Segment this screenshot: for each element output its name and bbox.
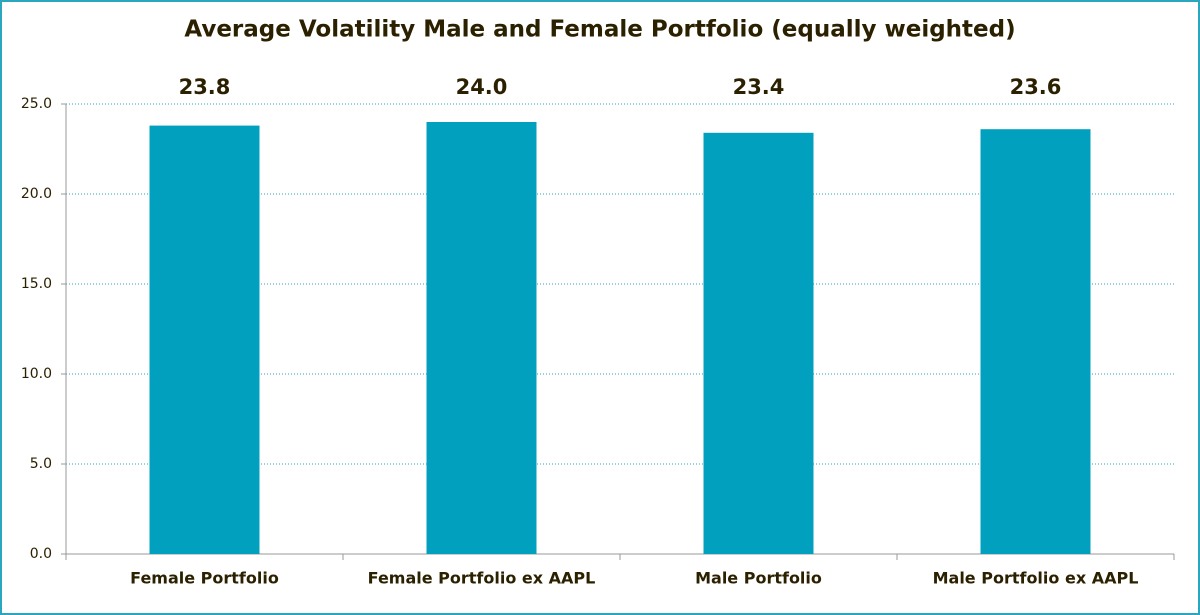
- y-tick-label: 20.0: [21, 186, 52, 202]
- data-label: 23.4: [733, 75, 785, 99]
- y-tick-label: 0.0: [30, 546, 52, 562]
- bar: [149, 125, 260, 554]
- bar: [426, 122, 537, 554]
- bar: [980, 129, 1091, 554]
- x-tick-label: Female Portfolio ex AAPL: [368, 569, 596, 588]
- y-tick-label: 25.0: [21, 96, 52, 112]
- data-label: 23.6: [1010, 75, 1062, 99]
- data-label: 23.8: [179, 75, 231, 99]
- y-tick-label: 15.0: [21, 276, 52, 292]
- x-tick-label: Male Portfolio ex AAPL: [933, 569, 1139, 588]
- y-tick-label: 10.0: [21, 366, 52, 382]
- x-tick-label: Male Portfolio: [695, 569, 822, 588]
- chart-title: Average Volatility Male and Female Portf…: [184, 17, 1015, 43]
- y-tick-label: 5.0: [30, 456, 52, 472]
- data-label: 24.0: [456, 75, 508, 99]
- x-tick-label: Female Portfolio: [130, 569, 279, 588]
- bar: [703, 132, 814, 555]
